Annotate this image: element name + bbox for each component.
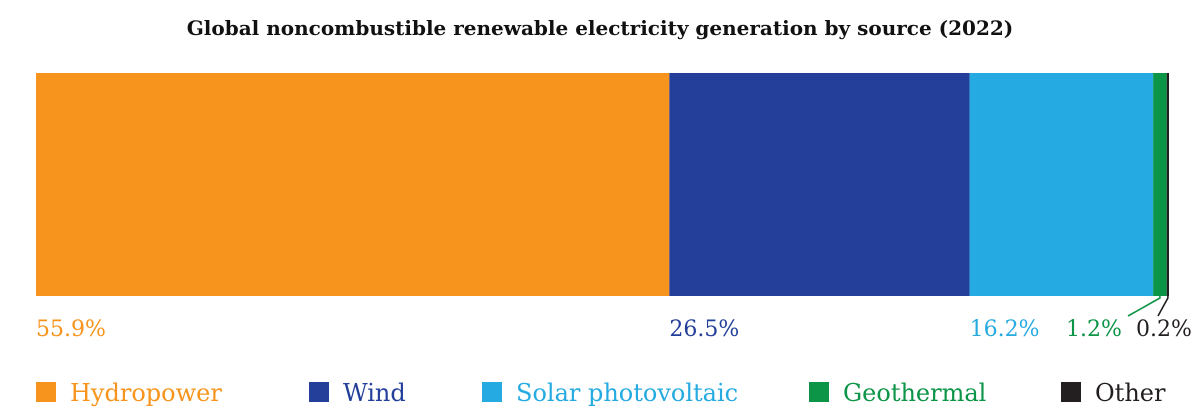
legend-label-wind: Wind — [343, 379, 406, 407]
label-solar-photovoltaic: 16.2% — [970, 317, 1040, 342]
bar-wind — [669, 73, 970, 296]
legend-item-hydropower: Hydropower — [36, 379, 222, 407]
legend-label-hydropower: Hydropower — [70, 379, 222, 407]
legend-swatch-other — [1061, 382, 1081, 402]
leader-line-other — [1157, 296, 1169, 317]
label-other: 0.2% — [1136, 317, 1192, 342]
leader-lines — [1127, 296, 1169, 317]
chart-title: Global noncombustible renewable electric… — [186, 16, 1014, 40]
label-wind: 26.5% — [669, 317, 739, 342]
legend-swatch-geothermal — [809, 382, 829, 402]
label-hydropower: 55.9% — [36, 317, 106, 342]
label-geothermal: 1.2% — [1066, 317, 1122, 342]
legend-item-other: Other — [1061, 379, 1166, 407]
leader-line-geothermal — [1127, 296, 1161, 317]
legend-label-geothermal: Geothermal — [843, 379, 986, 407]
bar-other — [1166, 73, 1169, 296]
percentage-labels: 55.9% 26.5% 16.2% 1.2% 0.2% — [36, 317, 1192, 342]
legend-item-solar-photovoltaic: Solar photovoltaic — [482, 379, 738, 407]
legend-label-other: Other — [1095, 379, 1166, 407]
legend-item-wind: Wind — [309, 379, 406, 407]
bar-hydropower — [36, 73, 670, 296]
bar-geothermal — [1153, 73, 1167, 296]
legend-item-geothermal: Geothermal — [809, 379, 986, 407]
legend-swatch-hydropower — [36, 382, 56, 402]
legend-swatch-solar-photovoltaic — [482, 382, 502, 402]
legend: Hydropower Wind Solar photovoltaic Geotherm… — [36, 379, 1166, 407]
legend-label-solar-photovoltaic: Solar photovoltaic — [516, 379, 738, 407]
bar-segments — [36, 73, 1169, 296]
legend-swatch-wind — [309, 382, 329, 402]
bar-solar-photovoltaic — [969, 73, 1154, 296]
